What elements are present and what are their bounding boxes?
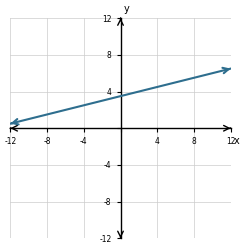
Text: y: y — [124, 3, 130, 14]
Text: x: x — [234, 136, 239, 146]
